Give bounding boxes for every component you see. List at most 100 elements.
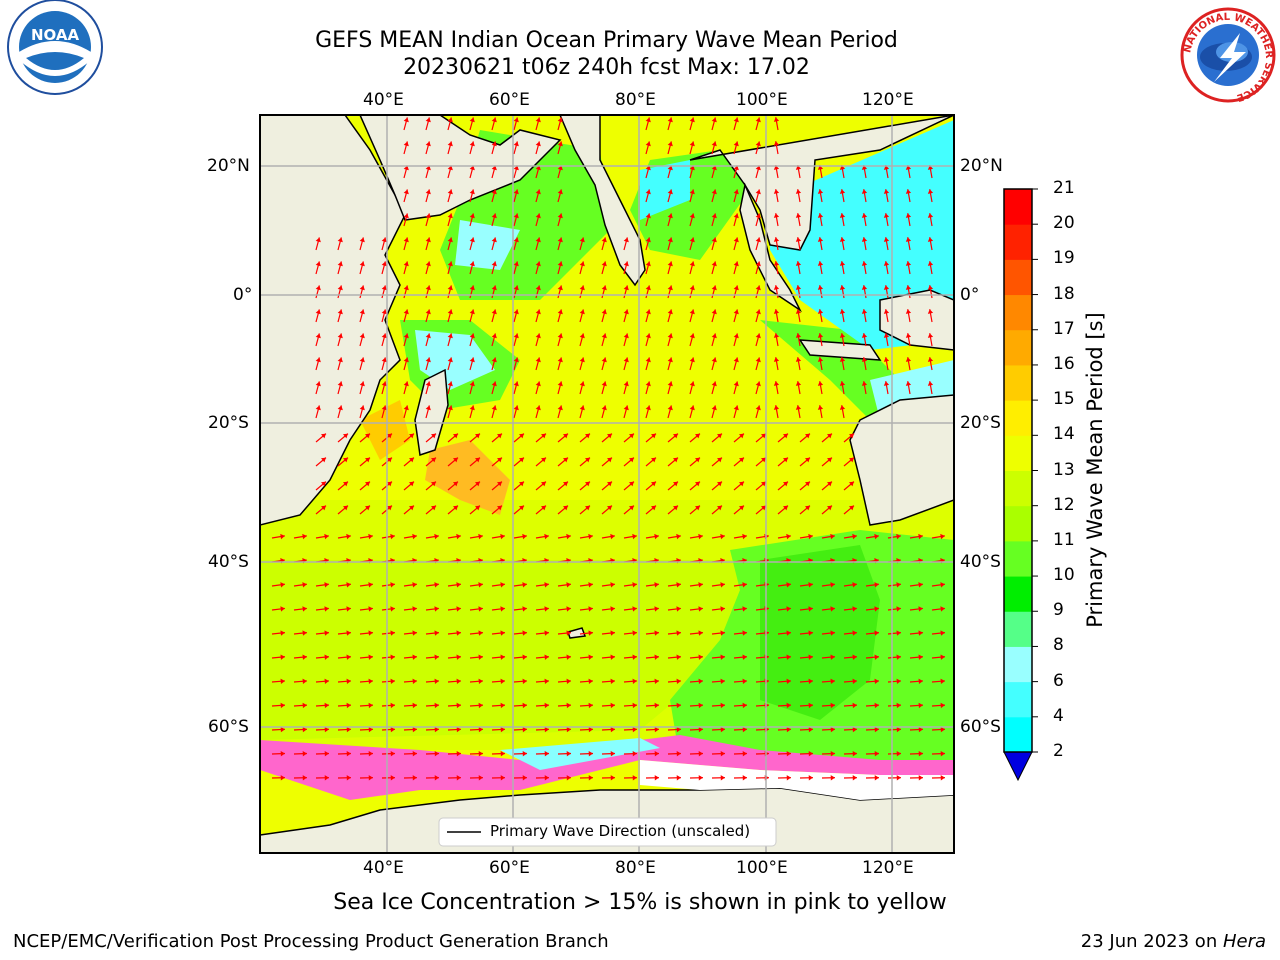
wave-direction-arrowhead bbox=[645, 117, 651, 123]
wave-direction-arrowhead bbox=[689, 405, 695, 411]
wave-direction-arrowhead bbox=[346, 533, 351, 540]
wave-direction-arrowhead bbox=[654, 775, 659, 781]
wave-direction-arrowhead bbox=[874, 750, 879, 757]
wave-direction-arrowhead bbox=[368, 630, 373, 636]
wave-direction-arrowhead bbox=[739, 433, 744, 439]
wave-direction-arrowhead bbox=[773, 357, 780, 362]
wave-direction-arrowhead bbox=[478, 750, 483, 757]
wave-direction-arrowhead bbox=[544, 726, 549, 733]
wave-direction-arrowhead bbox=[761, 505, 766, 511]
wave-direction-arrowhead bbox=[403, 381, 409, 387]
wave-direction-arrowhead bbox=[478, 582, 483, 588]
wave-direction-arrowhead bbox=[346, 678, 351, 684]
colorbar-segment bbox=[1004, 364, 1032, 401]
wave-direction-arrowhead bbox=[513, 285, 519, 291]
wave-direction-arrowhead bbox=[535, 237, 541, 243]
wave-direction-arrowhead bbox=[874, 726, 879, 733]
wave-direction-arrowhead bbox=[623, 333, 629, 339]
wave-direction-arrowhead bbox=[434, 750, 439, 757]
wave-direction-arrowhead bbox=[513, 309, 519, 315]
wave-direction-arrowhead bbox=[654, 726, 659, 733]
wave-direction-arrowhead bbox=[343, 481, 348, 487]
wave-direction-arrowhead bbox=[918, 726, 923, 733]
wave-direction-arrowhead bbox=[513, 237, 519, 243]
wave-direction-arrowhead bbox=[808, 606, 813, 612]
wave-direction-arrowhead bbox=[654, 533, 659, 540]
wave-direction-arrowhead bbox=[478, 654, 483, 660]
wave-direction-arrowhead bbox=[629, 457, 634, 463]
wave-direction-arrowhead bbox=[830, 775, 835, 781]
lat-label-right-60s: 60°S bbox=[960, 717, 1001, 737]
wave-direction-arrowhead bbox=[739, 457, 744, 463]
wave-direction-arrowhead bbox=[689, 261, 695, 267]
wave-direction-arrowhead bbox=[535, 261, 541, 267]
wave-direction-arrowhead bbox=[425, 309, 431, 315]
wave-direction-arrowhead bbox=[927, 237, 934, 242]
wave-direction-arrowhead bbox=[302, 606, 307, 612]
wave-direction-arrowhead bbox=[337, 381, 343, 387]
wave-direction-arrowhead bbox=[324, 533, 329, 540]
wave-direction-arrowhead bbox=[447, 213, 453, 219]
wave-direction-arrowhead bbox=[795, 357, 802, 362]
wave-direction-arrowhead bbox=[817, 381, 824, 386]
colorbar-tick-label: 9 bbox=[1053, 600, 1064, 621]
colorbar-segment bbox=[1004, 224, 1032, 260]
wave-direction-arrowhead bbox=[579, 333, 585, 339]
wave-direction-arrowhead bbox=[940, 750, 945, 757]
wave-direction-arrowhead bbox=[905, 357, 912, 362]
wave-direction-arrowhead bbox=[280, 654, 285, 660]
wave-direction-arrowhead bbox=[805, 457, 810, 463]
wave-direction-arrowhead bbox=[403, 141, 409, 147]
wave-direction-arrowhead bbox=[755, 141, 761, 147]
wave-direction-arrowhead bbox=[544, 775, 549, 781]
wave-direction-arrowhead bbox=[852, 582, 857, 588]
wave-direction-arrowhead bbox=[817, 165, 824, 170]
wave-direction-arrowhead bbox=[280, 726, 285, 733]
wave-direction-arrowhead bbox=[849, 457, 854, 463]
wave-direction-arrowhead bbox=[874, 775, 879, 781]
wave-direction-arrowhead bbox=[786, 654, 791, 660]
wave-direction-arrowhead bbox=[795, 213, 802, 218]
wave-direction-arrowhead bbox=[623, 405, 629, 411]
wave-direction-arrowhead bbox=[645, 141, 651, 147]
wave-direction-arrowhead bbox=[830, 654, 835, 660]
wave-direction-arrowhead bbox=[381, 261, 387, 267]
wave-direction-arrowhead bbox=[861, 189, 868, 194]
wave-direction-arrowhead bbox=[588, 533, 593, 540]
wave-direction-arrowhead bbox=[905, 333, 912, 338]
wave-direction-arrowhead bbox=[491, 405, 497, 411]
wave-direction-arrowhead bbox=[654, 630, 659, 636]
wave-direction-arrowhead bbox=[711, 285, 717, 291]
wave-direction-arrowhead bbox=[795, 285, 802, 290]
wave-direction-arrowhead bbox=[425, 261, 431, 267]
wave-direction-arrowhead bbox=[469, 381, 475, 387]
wave-direction-arrowhead bbox=[412, 775, 417, 781]
wave-direction-arrowhead bbox=[469, 189, 475, 195]
wave-direction-arrowhead bbox=[623, 357, 629, 363]
wave-direction-arrowhead bbox=[733, 381, 739, 387]
wave-direction-arrowhead bbox=[673, 457, 678, 463]
wave-direction-arrowhead bbox=[808, 750, 813, 757]
wave-direction-arrowhead bbox=[783, 481, 788, 487]
wave-direction-arrowhead bbox=[475, 481, 480, 487]
wave-direction-arrowhead bbox=[412, 654, 417, 660]
wave-direction-arrowhead bbox=[852, 750, 857, 757]
wave-direction-arrowhead bbox=[557, 357, 563, 363]
wave-direction-arrowhead bbox=[905, 165, 912, 170]
wave-direction-arrowhead bbox=[491, 357, 497, 363]
wave-direction-arrowhead bbox=[896, 582, 901, 588]
wave-direction-arrowhead bbox=[346, 775, 351, 781]
wave-direction-arrowhead bbox=[861, 165, 868, 170]
wave-direction-arrowhead bbox=[632, 775, 637, 781]
footer-date-text: 23 Jun 2023 on bbox=[1080, 931, 1223, 952]
wave-direction-arrowhead bbox=[940, 630, 945, 636]
wave-direction-arrowhead bbox=[698, 750, 703, 757]
wave-direction-arrowhead bbox=[557, 261, 563, 267]
wave-direction-arrowhead bbox=[927, 285, 934, 290]
wave-direction-arrowhead bbox=[883, 285, 890, 290]
map-title: GEFS MEAN Indian Ocean Primary Wave Mean… bbox=[315, 28, 898, 53]
wave-direction-arrowhead bbox=[280, 582, 285, 588]
wave-direction-arrowhead bbox=[817, 213, 824, 218]
wave-direction-arrowhead bbox=[337, 285, 343, 291]
